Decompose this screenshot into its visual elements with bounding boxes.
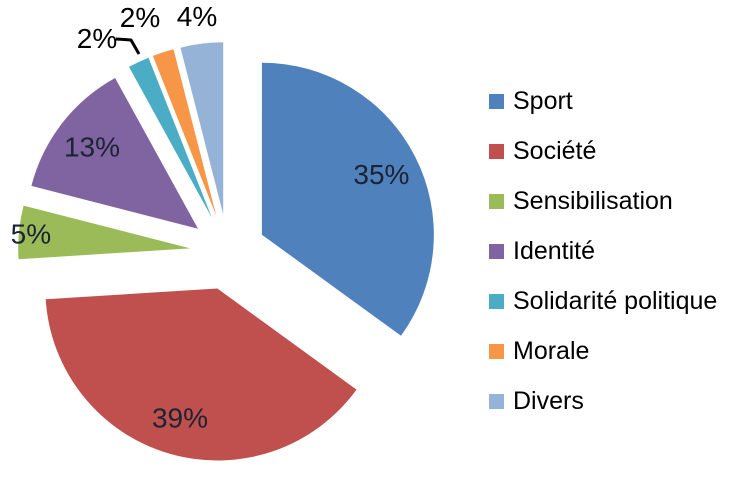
slice-label-morale: 2% <box>120 2 160 33</box>
legend-swatch-divers <box>489 394 504 409</box>
pie-slice-sensibilisation <box>18 205 191 260</box>
legend-swatch-solidarite-politique <box>489 294 504 309</box>
legend-item-societe: Société <box>489 138 717 165</box>
legend-item-sensibilisation: Sensibilisation <box>489 188 717 215</box>
slice-label-sensibilisation: 5% <box>11 218 51 249</box>
legend-swatch-societe <box>489 144 504 159</box>
slice-label-sport: 35% <box>353 159 409 190</box>
legend-swatch-sport <box>489 94 504 109</box>
pie-slice-identite <box>31 78 199 229</box>
pie-slice-societe <box>45 288 357 461</box>
slice-label-identite: 13% <box>64 132 120 163</box>
legend-item-divers: Divers <box>489 388 717 415</box>
pie-slice-solidarite-politique <box>129 57 212 218</box>
legend-swatch-identite <box>489 244 504 259</box>
legend-swatch-morale <box>489 344 504 359</box>
slice-label-societe: 39% <box>152 402 208 433</box>
chart-legend: Sport Société Sensibilisation Identité Solid… <box>489 88 717 415</box>
legend-item-sport: Sport <box>489 88 717 115</box>
label-leader-line <box>115 37 141 55</box>
legend-label-sensibilisation: Sensibilisation <box>513 187 673 215</box>
legend-label-divers: Divers <box>513 387 584 415</box>
pie-slice-divers <box>180 42 224 215</box>
legend-label-societe: Société <box>513 137 597 165</box>
legend-item-morale: Morale <box>489 338 717 365</box>
legend-item-solidarite-politique: Solidarité politique <box>489 288 717 315</box>
legend-label-sport: Sport <box>513 87 573 115</box>
legend-label-solidarite-politique: Solidarité politique <box>513 287 718 315</box>
legend-item-identite: Identité <box>489 238 717 265</box>
legend-label-morale: Morale <box>513 337 590 365</box>
pie-slice-morale <box>152 49 217 216</box>
pie-slice-sport <box>261 62 434 336</box>
legend-label-identite: Identité <box>513 237 596 265</box>
slice-label-solidarite-politique: 2% <box>77 23 117 54</box>
slice-label-divers: 4% <box>177 1 217 32</box>
legend-swatch-sensibilisation <box>489 194 504 209</box>
